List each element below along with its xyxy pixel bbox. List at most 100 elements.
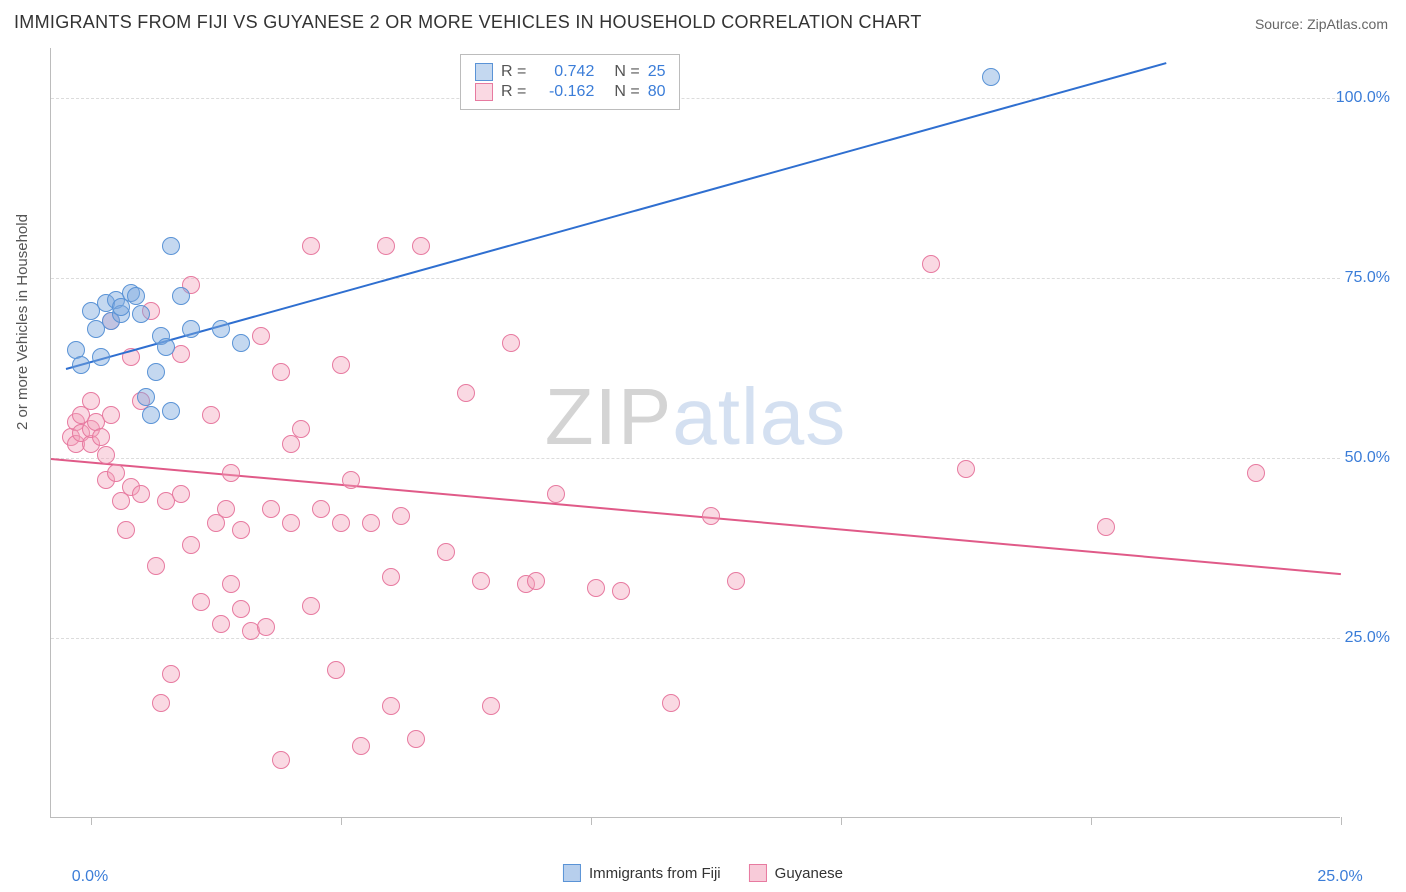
point-guyanese [252,327,270,345]
gridline [51,458,1340,459]
y-tick-label: 50.0% [1345,449,1390,467]
point-guyanese [257,618,275,636]
point-guyanese [957,460,975,478]
y-tick-label: 75.0% [1345,269,1390,287]
point-guyanese [282,514,300,532]
legend-label-fiji: Immigrants from Fiji [589,865,721,882]
point-guyanese [382,697,400,715]
swatch-guyanese [749,864,767,882]
point-guyanese [272,751,290,769]
gridline [51,638,1340,639]
point-fiji [162,402,180,420]
x-tick [841,817,842,825]
point-fiji [137,388,155,406]
gridline [51,278,1340,279]
point-guyanese [97,446,115,464]
point-guyanese [587,579,605,597]
point-fiji [92,348,110,366]
point-guyanese [472,572,490,590]
point-guyanese [132,485,150,503]
point-fiji [182,320,200,338]
point-guyanese [217,500,235,518]
point-fiji [147,363,165,381]
point-guyanese [412,237,430,255]
point-fiji [157,338,175,356]
x-tick [591,817,592,825]
point-fiji [142,406,160,424]
watermark-atlas: atlas [672,372,846,461]
point-guyanese [662,694,680,712]
x-tick [1341,817,1342,825]
point-guyanese [502,334,520,352]
stats-row-guyanese: R =-0.162N =80 [475,83,665,101]
x-tick-label: 25.0% [1317,868,1362,886]
point-guyanese [382,568,400,586]
point-fiji [212,320,230,338]
point-fiji [132,305,150,323]
point-guyanese [1247,464,1265,482]
legend-label-guyanese: Guyanese [775,865,843,882]
x-tick [1091,817,1092,825]
point-fiji [982,68,1000,86]
gridline [51,98,1340,99]
point-fiji [72,356,90,374]
point-guyanese [302,237,320,255]
point-fiji [172,287,190,305]
swatch-fiji [563,864,581,882]
point-guyanese [1097,518,1115,536]
y-tick-label: 25.0% [1345,629,1390,647]
point-guyanese [702,507,720,525]
point-guyanese [232,600,250,618]
point-guyanese [612,582,630,600]
point-guyanese [172,485,190,503]
point-guyanese [222,575,240,593]
point-guyanese [147,557,165,575]
point-guyanese [212,615,230,633]
point-guyanese [222,464,240,482]
point-guyanese [527,572,545,590]
stats-row-fiji: R =0.742N =25 [475,63,665,81]
x-tick [91,817,92,825]
bottom-legend: Immigrants from Fiji Guyanese [563,864,843,882]
point-guyanese [302,597,320,615]
point-guyanese [437,543,455,561]
point-guyanese [352,737,370,755]
point-fiji [162,237,180,255]
point-guyanese [392,507,410,525]
point-guyanese [362,514,380,532]
point-guyanese [92,428,110,446]
plot-area: ZIPatlas [50,48,1340,818]
swatch-fiji [475,63,493,81]
point-guyanese [727,572,745,590]
point-guyanese [332,514,350,532]
correlation-chart: IMMIGRANTS FROM FIJI VS GUYANESE 2 OR MO… [0,0,1406,892]
point-guyanese [547,485,565,503]
point-guyanese [312,500,330,518]
point-guyanese [202,406,220,424]
point-guyanese [407,730,425,748]
watermark-zip: ZIP [545,372,672,461]
point-guyanese [327,661,345,679]
y-tick-label: 100.0% [1336,89,1390,107]
point-guyanese [82,392,100,410]
point-guyanese [457,384,475,402]
point-guyanese [292,420,310,438]
point-guyanese [272,363,290,381]
point-guyanese [922,255,940,273]
point-guyanese [102,406,120,424]
point-guyanese [152,694,170,712]
point-guyanese [332,356,350,374]
point-guyanese [262,500,280,518]
point-fiji [127,287,145,305]
source-label: Source: ZipAtlas.com [1255,16,1388,32]
y-axis-label: 2 or more Vehicles in Household [14,214,31,430]
legend-item-guyanese: Guyanese [749,864,843,882]
point-guyanese [117,521,135,539]
point-guyanese [162,665,180,683]
point-guyanese [342,471,360,489]
trendline-guyanese [51,458,1341,575]
stats-legend: R =0.742N =25 R =-0.162N =80 [460,54,680,110]
point-fiji [232,334,250,352]
swatch-guyanese [475,83,493,101]
watermark: ZIPatlas [545,371,846,463]
